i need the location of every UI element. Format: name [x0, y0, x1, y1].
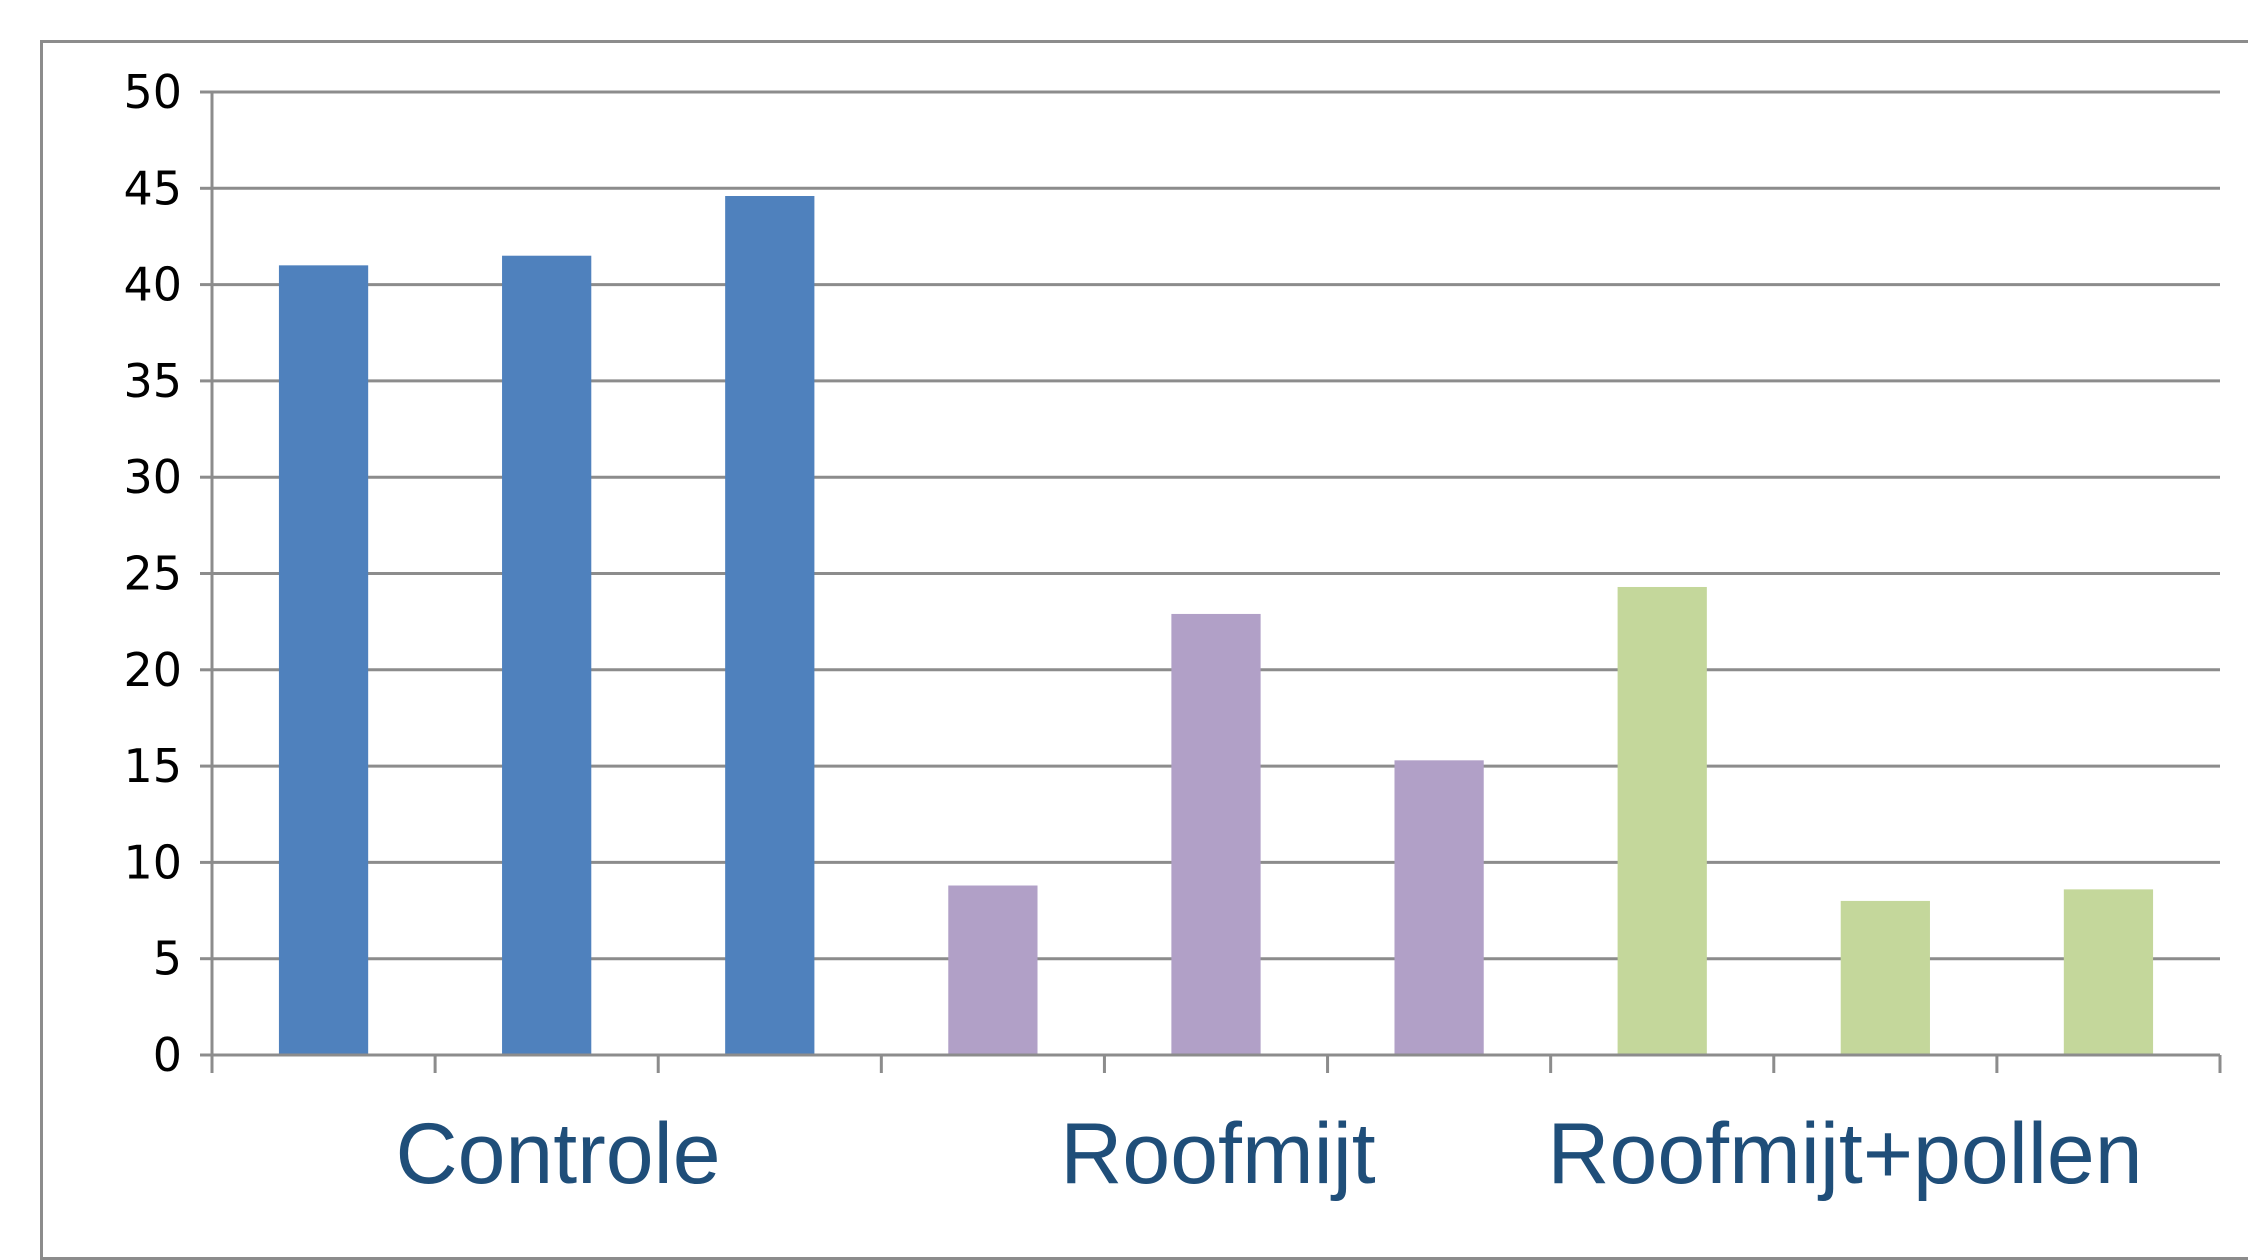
bar-roofmijt-pollen-2 — [1840, 900, 1930, 1055]
bar-roofmijt-1 — [948, 885, 1038, 1055]
y-tick-label: 45 — [123, 161, 182, 215]
bars — [278, 196, 2154, 1056]
chart-frame — [40, 40, 2248, 1260]
y-tick-label: 10 — [123, 835, 182, 889]
bar-roofmijt-pollen-3 — [2063, 889, 2154, 1055]
bar-controle-1 — [278, 265, 369, 1056]
category-label: Roofmijt — [1060, 1106, 1376, 1202]
y-tick-label: 35 — [123, 354, 182, 408]
y-tick-label: 0 — [153, 1028, 182, 1082]
bar-controle-2 — [502, 255, 592, 1055]
bar-chart: 0 5 10 15 20 25 30 35 40 45 50 Controle Roofmijt Roof… — [123, 65, 2222, 1202]
y-tick-label: 15 — [123, 739, 182, 793]
y-tick-label: 30 — [123, 450, 182, 504]
y-tick-label: 40 — [123, 258, 182, 312]
category-label: Controle — [395, 1106, 720, 1202]
bar-roofmijt-3 — [1394, 760, 1484, 1055]
category-label: Roofmijt+pollen — [1547, 1106, 2142, 1202]
bar-roofmijt-pollen-1 — [1617, 586, 1707, 1055]
y-tick-label: 50 — [123, 65, 182, 119]
axes — [200, 90, 2222, 1073]
bar-controle-3 — [725, 196, 815, 1055]
labels: 0 5 10 15 20 25 30 35 40 45 50 Controle Roofmijt Roof… — [123, 65, 2142, 1202]
y-tick-label: 5 — [153, 932, 182, 986]
y-tick-label: 25 — [123, 547, 182, 601]
y-tick-label: 20 — [123, 643, 182, 697]
bar-roofmijt-2 — [1171, 613, 1261, 1055]
